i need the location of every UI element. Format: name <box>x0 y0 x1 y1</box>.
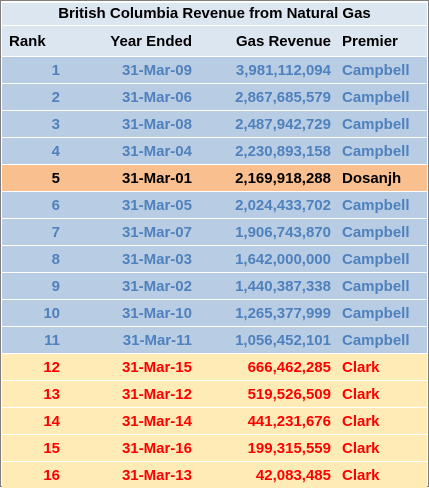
cell-year-ended: 31-Mar-14 <box>121 412 192 430</box>
table-title: British Columbia Revenue from Natural Ga… <box>2 3 427 25</box>
cell-premier: Clark <box>342 385 380 403</box>
cell-year-ended: 31-Mar-10 <box>121 304 192 322</box>
cell-year-ended: 31-Mar-04 <box>121 142 192 160</box>
cell-gas-revenue: 2,487,942,729 <box>235 115 331 133</box>
cell-premier: Clark <box>342 412 380 430</box>
cell-gas-revenue: 441,231,676 <box>247 412 331 430</box>
cell-rank: 16 <box>43 466 60 484</box>
table-row: 4 31-Mar-04 2,230,893,158 Campbell <box>2 138 427 165</box>
cell-rank: 6 <box>51 196 60 214</box>
cell-rank: 12 <box>43 358 60 376</box>
table-row: 6 31-Mar-05 2,024,433,702 Campbell <box>2 192 427 219</box>
cell-rank: 15 <box>43 439 60 457</box>
table-row: 2 31-Mar-06 2,867,685,579 Campbell <box>2 84 427 111</box>
cell-year-ended: 31-Mar-12 <box>121 385 192 403</box>
cell-gas-revenue: 1,906,743,870 <box>235 223 331 241</box>
cell-rank: 4 <box>51 142 60 160</box>
table-row: 15 31-Mar-16 199,315,559 Clark <box>2 435 427 462</box>
cell-premier: Campbell <box>342 304 410 322</box>
header-year-ended: Year Ended <box>110 32 192 50</box>
cell-year-ended: 31-Mar-06 <box>121 88 192 106</box>
cell-year-ended: 31-Mar-09 <box>121 61 192 79</box>
cell-gas-revenue: 1,265,377,999 <box>235 304 331 322</box>
cell-year-ended: 31-Mar-05 <box>121 196 192 214</box>
cell-premier: Campbell <box>342 196 410 214</box>
cell-rank: 14 <box>43 412 60 430</box>
header-gas-revenue: Gas Revenue <box>235 32 331 50</box>
cell-rank: 3 <box>51 115 60 133</box>
table-row: 9 31-Mar-02 1,440,387,338 Campbell <box>2 273 427 300</box>
cell-year-ended: 31-Mar-03 <box>121 250 192 268</box>
cell-rank: 5 <box>51 169 60 187</box>
cell-premier: Clark <box>342 466 380 484</box>
header-rank: Rank <box>9 32 46 50</box>
cell-premier: Dosanjh <box>342 169 402 187</box>
cell-year-ended: 31-Mar-11 <box>122 331 192 349</box>
cell-gas-revenue: 2,230,893,158 <box>235 142 331 160</box>
cell-rank: 7 <box>51 223 60 241</box>
cell-premier: Campbell <box>342 61 410 79</box>
cell-rank: 9 <box>51 277 60 295</box>
cell-year-ended: 31-Mar-01 <box>121 169 192 187</box>
cell-premier: Campbell <box>342 115 410 133</box>
cell-year-ended: 31-Mar-02 <box>121 277 192 295</box>
cell-premier: Campbell <box>342 88 410 106</box>
cell-year-ended: 31-Mar-16 <box>121 439 192 457</box>
cell-year-ended: 31-Mar-13 <box>121 466 192 484</box>
table-row: 16 31-Mar-13 42,083,485 Clark <box>2 462 427 489</box>
table-header: Rank Year Ended Gas Revenue Premier <box>2 26 427 56</box>
cell-rank: 13 <box>43 385 60 403</box>
cell-year-ended: 31-Mar-15 <box>121 358 192 376</box>
cell-gas-revenue: 666,462,285 <box>247 358 331 376</box>
table-row: 13 31-Mar-12 519,526,509 Clark <box>2 381 427 408</box>
cell-gas-revenue: 2,867,685,579 <box>235 88 331 106</box>
cell-premier: Campbell <box>342 331 410 349</box>
table-row: 11 31-Mar-11 1,056,452,101 Campbell <box>2 327 427 354</box>
cell-premier: Clark <box>342 358 380 376</box>
cell-gas-revenue: 42,083,485 <box>255 466 331 484</box>
cell-gas-revenue: 2,024,433,702 <box>235 196 331 214</box>
cell-gas-revenue: 519,526,509 <box>247 385 331 403</box>
cell-premier: Campbell <box>342 142 410 160</box>
table-row: 8 31-Mar-03 1,642,000,000 Campbell <box>2 246 427 273</box>
cell-premier: Campbell <box>342 223 410 241</box>
cell-year-ended: 31-Mar-08 <box>121 115 192 133</box>
table-row: 10 31-Mar-10 1,265,377,999 Campbell <box>2 300 427 327</box>
cell-gas-revenue: 199,315,559 <box>247 439 331 457</box>
cell-gas-revenue: 2,169,918,288 <box>235 169 331 187</box>
table-row: 7 31-Mar-07 1,906,743,870 Campbell <box>2 219 427 246</box>
table-row: 5 31-Mar-01 2,169,918,288 Dosanjh <box>2 165 427 192</box>
cell-premier: Clark <box>342 439 380 457</box>
cell-premier: Campbell <box>342 277 410 295</box>
table-row: 14 31-Mar-14 441,231,676 Clark <box>2 408 427 435</box>
cell-rank: 10 <box>43 304 60 322</box>
table-row: 1 31-Mar-09 3,981,112,094 Campbell <box>2 57 427 84</box>
cell-gas-revenue: 1,440,387,338 <box>235 277 331 295</box>
cell-gas-revenue: 1,642,000,000 <box>235 250 331 268</box>
cell-rank: 1 <box>51 61 60 79</box>
cell-gas-revenue: 1,056,452,101 <box>235 331 331 349</box>
cell-rank: 8 <box>51 250 60 268</box>
header-premier: Premier <box>342 32 398 50</box>
cell-year-ended: 31-Mar-07 <box>121 223 192 241</box>
cell-premier: Campbell <box>342 250 410 268</box>
cell-gas-revenue: 3,981,112,094 <box>235 61 331 79</box>
table-row: 12 31-Mar-15 666,462,285 Clark <box>2 354 427 381</box>
cell-rank: 11 <box>44 331 60 349</box>
table-row: 3 31-Mar-08 2,487,942,729 Campbell <box>2 111 427 138</box>
cell-rank: 2 <box>51 88 60 106</box>
